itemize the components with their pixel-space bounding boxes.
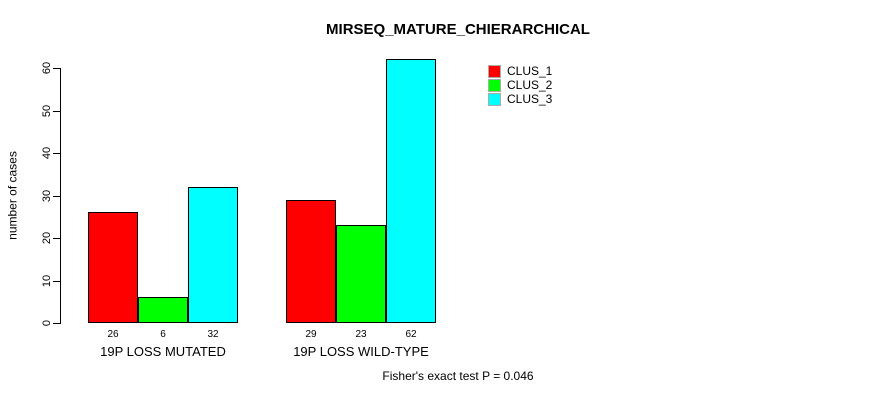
x-category-label: 19P LOSS WILD-TYPE [293, 344, 429, 359]
bar-value-label: 32 [207, 329, 219, 340]
y-axis-line [60, 68, 61, 324]
legend-label: CLUS_1 [507, 63, 553, 78]
y-tick-label: 30 [41, 189, 53, 202]
y-tick-label: 40 [41, 146, 53, 160]
y-tick-mark [53, 280, 60, 282]
y-axis-label: number of cases [5, 151, 20, 240]
y-tick-mark [53, 323, 60, 324]
legend-item-clus_1: CLUS_1 [488, 64, 552, 78]
legend: CLUS_1 CLUS_2 CLUS_3 [488, 64, 552, 106]
bar-clus_1-group2 [286, 200, 336, 323]
bar-value-label: 6 [160, 329, 166, 340]
bar-value-label: 26 [107, 329, 119, 340]
bar-clus_3-group1 [188, 187, 238, 323]
y-tick-label: 0 [41, 319, 53, 327]
y-tick-label: 20 [41, 231, 53, 245]
y-tick-mark [53, 238, 60, 239]
y-tick-label: 10 [41, 274, 53, 287]
bar-value-label: 29 [305, 329, 317, 340]
bar-clus_2-group1 [138, 297, 188, 323]
y-tick-mark [53, 153, 60, 154]
annotation-text: Fisher's exact test P = 0.046 [382, 369, 534, 383]
legend-label: CLUS_3 [507, 91, 553, 106]
legend-swatch-clus_3 [488, 92, 501, 106]
y-tick-mark [53, 68, 60, 69]
y-tick-mark [53, 110, 60, 112]
bar-value-label: 23 [355, 329, 367, 340]
legend-item-clus_2: CLUS_2 [488, 78, 552, 92]
legend-swatch-clus_1 [488, 64, 501, 78]
x-category-label: 19P LOSS MUTATED [100, 344, 226, 359]
bar-clus_3-group2 [386, 59, 436, 323]
bar-clus_2-group2 [336, 225, 386, 323]
legend-label: CLUS_2 [507, 77, 553, 92]
chart-title: MIRSEQ_MATURE_CHIERARCHICAL [326, 21, 590, 38]
bar-value-label: 62 [405, 329, 417, 340]
y-tick-label: 60 [41, 61, 53, 75]
legend-item-clus_3: CLUS_3 [488, 92, 552, 106]
legend-swatch-clus_2 [488, 78, 501, 92]
y-tick-label: 50 [41, 104, 53, 117]
bar-clus_1-group1 [88, 212, 138, 323]
y-tick-mark [53, 195, 60, 197]
